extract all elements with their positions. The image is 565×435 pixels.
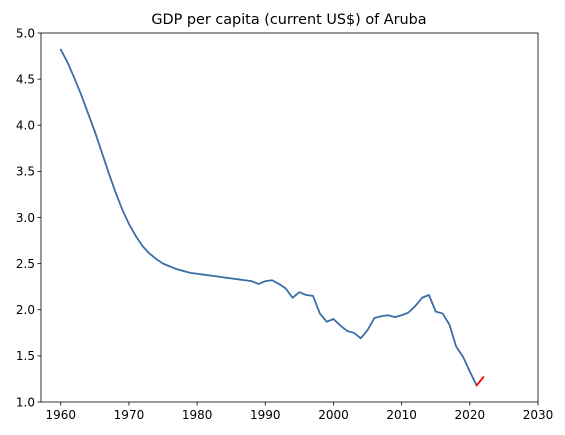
y-tick-label: 5.0 [16,26,35,40]
plot-frame [40,32,539,403]
series-line-1 [59,48,478,387]
series-layer [59,48,485,387]
x-tick-label: 1960 [45,408,76,422]
x-tick-label: 2020 [455,408,486,422]
y-tick-label: 2.5 [16,257,35,271]
x-tick-label: 1980 [182,408,213,422]
x-tick-label: 2000 [318,408,349,422]
x-tick-label: 1990 [250,408,281,422]
y-tick-label: 3.0 [16,211,35,225]
y-tick-label: 2.0 [16,303,35,317]
y-axis: 1.0 1.5 2.0 2.5 3.0 3.5 4.0 4.5 5.0 [16,26,41,409]
series-line-2 [475,376,485,387]
y-tick-label: 1.0 [16,395,35,409]
y-tick-label: 4.0 [16,119,35,133]
x-tick-label: 2030 [523,408,554,422]
y-tick-label: 3.5 [16,165,35,179]
y-tick-label: 1.5 [16,349,35,363]
x-tick-label: 1970 [114,408,145,422]
x-tick-label: 2010 [386,408,417,422]
y-tick-label: 4.5 [16,72,35,86]
x-axis: 1960 1970 1980 1990 2000 2010 2020 2030 [45,402,553,422]
chart-title: GDP per capita (current US$) of Aruba [151,12,426,28]
